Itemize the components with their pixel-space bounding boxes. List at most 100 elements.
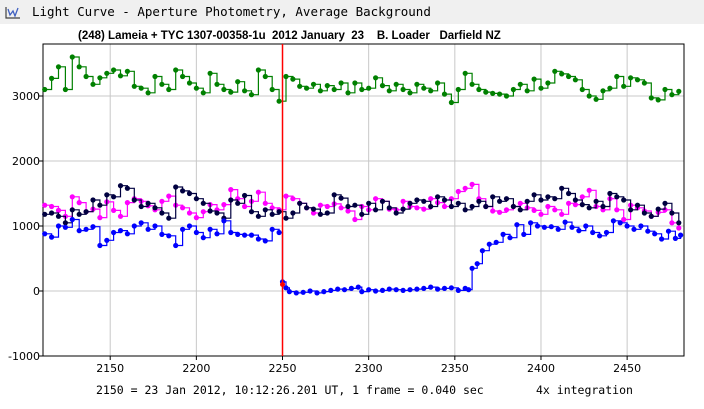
data-point-blue	[548, 224, 554, 230]
data-point-blue	[407, 287, 413, 293]
data-point-green	[600, 88, 606, 94]
data-point-navy	[145, 200, 151, 206]
data-point-magenta	[49, 203, 55, 210]
data-point-navy	[69, 207, 75, 213]
data-point-blue	[659, 236, 665, 242]
data-point-green	[207, 70, 213, 76]
data-point-blue	[428, 284, 434, 290]
data-point-blue	[341, 287, 348, 293]
data-point-blue	[214, 231, 220, 237]
data-point-blue	[665, 228, 672, 234]
data-point-green	[111, 67, 117, 73]
x-tick-label: 2400	[527, 362, 555, 375]
data-point-blue	[603, 229, 610, 236]
data-point-navy	[455, 200, 461, 206]
data-point-green	[607, 85, 613, 91]
data-point-navy	[331, 192, 337, 198]
data-point-blue	[414, 286, 420, 292]
data-point-blue	[69, 216, 75, 223]
data-point-navy	[441, 197, 448, 203]
data-point-blue	[590, 229, 596, 236]
footer-integration: 4x integration	[536, 383, 633, 397]
data-point-green	[379, 83, 386, 89]
data-point-green	[117, 73, 124, 79]
data-point-blue	[138, 220, 144, 226]
data-point-navy	[435, 194, 441, 200]
data-point-navy	[338, 195, 344, 201]
data-point-green	[69, 54, 75, 60]
data-point-green	[152, 73, 158, 80]
data-point-blue	[393, 287, 399, 293]
data-point-navy	[517, 207, 523, 213]
data-point-green	[42, 86, 48, 93]
data-point-blue	[521, 231, 527, 237]
data-point-blue	[359, 289, 365, 295]
data-point-navy	[414, 197, 420, 203]
data-point-magenta	[324, 203, 330, 210]
data-point-navy	[641, 210, 648, 216]
data-point-green	[276, 98, 282, 104]
data-point-blue	[286, 289, 292, 295]
data-point-green	[614, 73, 620, 80]
data-point-green	[634, 77, 641, 83]
data-point-magenta	[42, 202, 48, 208]
data-point-navy	[200, 200, 206, 206]
data-point-navy	[138, 203, 144, 210]
data-point-blue	[348, 285, 354, 291]
data-point-magenta	[186, 210, 193, 216]
data-point-blue	[159, 231, 165, 237]
y-tick-label: 0	[33, 285, 40, 298]
data-point-blue	[180, 226, 186, 232]
data-point-green	[621, 83, 627, 89]
data-point-navy	[428, 203, 434, 210]
data-point-green	[538, 85, 544, 91]
data-point-navy	[97, 202, 103, 208]
data-point-green	[572, 77, 579, 83]
data-point-blue	[514, 222, 520, 228]
data-point-blue	[283, 285, 289, 291]
data-point-navy	[276, 209, 282, 215]
data-point-blue	[672, 235, 679, 241]
data-point-blue	[386, 286, 392, 292]
data-point-blue	[124, 231, 130, 237]
data-point-green	[510, 86, 516, 93]
data-point-navy	[117, 183, 124, 189]
data-point-blue	[152, 223, 158, 229]
data-point-green	[517, 81, 523, 87]
data-point-blue	[448, 285, 454, 291]
data-point-blue	[624, 223, 630, 229]
data-point-green	[90, 81, 96, 87]
data-point-magenta	[290, 196, 296, 202]
data-point-magenta	[566, 200, 572, 206]
data-point-navy	[124, 185, 130, 191]
data-point-magenta	[400, 198, 406, 204]
y-tick-label: -1000	[8, 350, 40, 363]
data-point-magenta	[517, 200, 523, 206]
data-point-green	[166, 86, 172, 93]
data-point-green	[393, 81, 399, 87]
data-point-magenta	[262, 200, 268, 206]
data-point-navy	[379, 198, 386, 204]
data-point-navy	[180, 188, 186, 194]
data-point-navy	[152, 205, 158, 211]
data-point-blue	[269, 226, 275, 232]
data-point-navy	[255, 213, 261, 219]
data-point-green	[524, 88, 530, 94]
data-point-blue	[235, 231, 241, 237]
data-point-magenta	[503, 207, 510, 213]
data-point-blue	[248, 232, 255, 238]
data-point-magenta	[373, 196, 379, 202]
data-point-blue	[562, 219, 568, 225]
data-point-blue	[493, 239, 499, 245]
data-point-navy	[159, 210, 165, 216]
series-green	[42, 54, 682, 106]
data-point-navy	[538, 197, 544, 203]
y-tick-label: 1000	[12, 220, 40, 233]
data-point-green	[400, 86, 406, 93]
data-point-green	[428, 88, 434, 94]
data-point-green	[448, 99, 454, 106]
data-point-navy	[566, 190, 572, 197]
data-point-navy	[469, 203, 475, 210]
y-axis-ticks: 3000 2000 1000 0 -1000	[8, 90, 43, 363]
data-point-green	[235, 79, 241, 85]
